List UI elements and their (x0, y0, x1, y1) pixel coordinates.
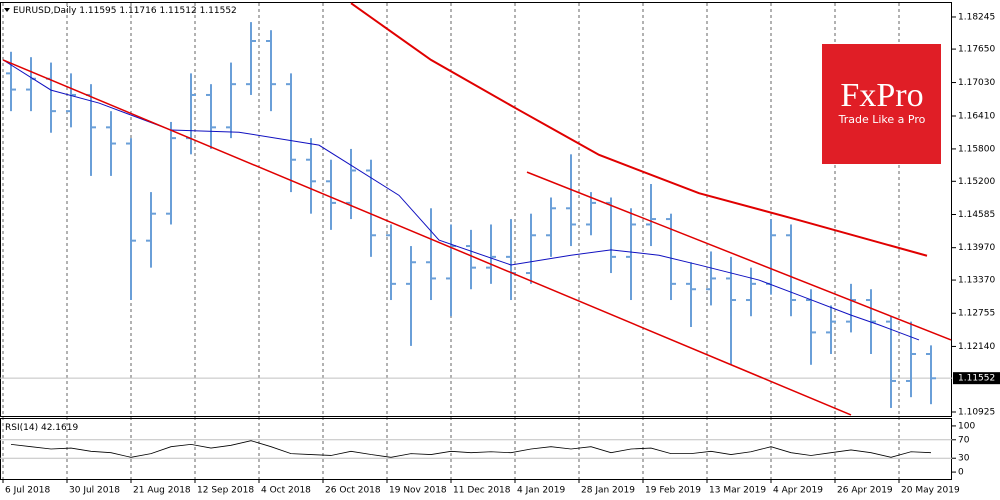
rsi-y-tick-label: 100 (958, 421, 975, 431)
header-low: 1.11512 (159, 6, 196, 16)
rsi-value: 42.1619 (41, 423, 78, 433)
x-tick-label: 30 Jul 2018 (69, 486, 120, 496)
logo: FxPro Trade Like a Pro (822, 44, 941, 164)
header-close: 1.11552 (200, 6, 237, 16)
y-tick-label: 1.12755 (958, 309, 995, 319)
x-tick-label: 19 Nov 2018 (389, 486, 447, 496)
rsi-pane-border (0, 418, 952, 480)
x-tick-label: 19 Feb 2019 (645, 486, 701, 496)
x-tick-label: 26 Apr 2019 (837, 486, 893, 496)
x-tick-label: 6 Jul 2018 (5, 486, 50, 496)
y-tick-label: 1.15200 (958, 177, 995, 187)
logo-tagline: Trade Like a Pro (838, 113, 926, 126)
rsi-line (10, 440, 932, 458)
y-tick-label: 1.17650 (958, 45, 995, 55)
rsi-label: RSI(14) (5, 423, 38, 433)
header-high: 1.11716 (119, 6, 156, 16)
last-price-label: 1.11552 (958, 374, 995, 384)
trendline (526, 171, 952, 341)
y-tick-label: 1.16410 (958, 112, 995, 122)
x-tick-label: 28 Jan 2019 (581, 486, 635, 496)
x-tick-label: 4 Apr 2019 (773, 486, 823, 496)
price-pane-border (0, 2, 952, 417)
rsi-header: RSI(14) 42.1619 (5, 423, 78, 433)
header-icon (4, 8, 10, 12)
x-tick-label: 4 Jan 2019 (517, 486, 565, 496)
y-tick-label: 1.12140 (958, 342, 995, 352)
last-price-box (953, 372, 1000, 385)
x-tick-label: 26 Oct 2018 (325, 486, 381, 496)
logo-name: FxPro (840, 77, 923, 114)
x-tick-label: 21 Aug 2018 (133, 486, 191, 496)
y-tick-label: 1.10925 (958, 408, 995, 418)
y-tick-label: 1.15800 (958, 144, 995, 154)
logo-box (822, 44, 941, 164)
y-tick-label: 1.13370 (958, 276, 995, 286)
header-open: 1.11595 (79, 6, 116, 16)
trendline (2, 59, 852, 416)
y-tick-label: 1.18245 (958, 12, 995, 22)
header: EURUSD,Daily 1.11595 1.11716 1.11512 1.1… (13, 6, 237, 16)
rsi-y-tick-label: 70 (958, 435, 970, 445)
x-tick-label: 13 Mar 2019 (709, 486, 766, 496)
y-tick-label: 1.14585 (958, 210, 995, 220)
x-tick-label: 4 Oct 2018 (261, 486, 311, 496)
y-tick-label: 1.13970 (958, 243, 995, 253)
y-tick-label: 1.17030 (958, 78, 995, 88)
x-tick-label: 11 Dec 2018 (453, 486, 511, 496)
rsi-y-tick-label: 30 (958, 454, 970, 464)
symbol: EURUSD,Daily (13, 6, 77, 16)
moving-average (350, 2, 928, 257)
x-tick-label: 12 Sep 2018 (197, 486, 254, 496)
x-tick-label: 20 May 2019 (901, 486, 960, 496)
rsi-y-tick-label: 0 (958, 468, 964, 478)
